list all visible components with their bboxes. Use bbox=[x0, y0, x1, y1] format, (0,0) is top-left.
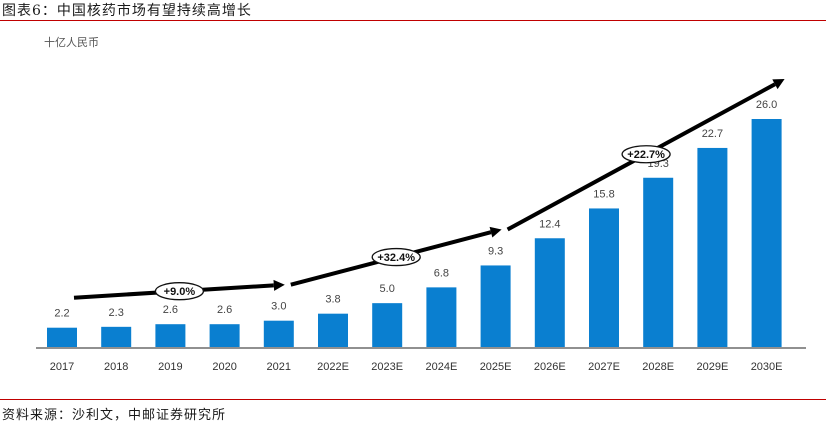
source-note: 资料来源：沙利文，中邮证券研究所 bbox=[2, 408, 227, 423]
bottom-rule bbox=[0, 399, 826, 400]
value-label-2020: 2.6 bbox=[217, 304, 232, 316]
bar-2025E bbox=[480, 265, 511, 347]
value-label-2026E: 12.4 bbox=[539, 218, 560, 230]
x-tick-2021: 2021 bbox=[267, 361, 291, 373]
value-label-2025E: 9.3 bbox=[488, 245, 503, 257]
x-tick-2030E: 2030E bbox=[751, 361, 783, 373]
value-label-2021: 3.0 bbox=[271, 301, 286, 313]
growth-label-1: +9.0% bbox=[164, 286, 196, 298]
value-label-2024E: 6.8 bbox=[434, 267, 449, 279]
bar-2021 bbox=[263, 320, 294, 347]
unit-label: 十亿人民币 bbox=[44, 35, 99, 49]
bar-2026E bbox=[534, 238, 565, 347]
bar-2029E bbox=[697, 147, 728, 347]
x-tick-2020: 2020 bbox=[212, 361, 236, 373]
x-tick-2029E: 2029E bbox=[696, 361, 728, 373]
x-tick-2026E: 2026E bbox=[534, 361, 566, 373]
bar-2019 bbox=[155, 324, 186, 347]
bar-2017 bbox=[47, 327, 77, 347]
growth-badge-3 bbox=[621, 145, 671, 164]
bar-2023E bbox=[372, 303, 403, 347]
growth-label-2: +32.4% bbox=[377, 252, 415, 264]
x-tick-2024E: 2024E bbox=[425, 361, 457, 373]
tick-labels-group: 2017 2018 2019 2020 2021 2022E 2023E 2024E 2025E… bbox=[50, 361, 783, 373]
bar-2018 bbox=[101, 326, 132, 347]
bar-chart: 十亿人民币 2.2 2.3 2.6 2.6 3.0 3.8 5.0 6.8 9.3 12.4 15.… bbox=[36, 35, 806, 373]
bar-2022E bbox=[318, 313, 348, 347]
value-label-2019: 2.6 bbox=[163, 304, 178, 316]
value-label-2030E: 26.0 bbox=[756, 99, 777, 111]
x-tick-2025E: 2025E bbox=[480, 361, 512, 373]
x-tick-2022E: 2022E bbox=[317, 361, 349, 373]
x-tick-2028E: 2028E bbox=[642, 361, 674, 373]
bar-2027E bbox=[589, 208, 619, 347]
growth-arrows-group: +9.0% +32.4% +22.7% bbox=[73, 79, 785, 301]
top-rule bbox=[0, 20, 826, 21]
value-label-2017: 2.2 bbox=[54, 308, 69, 320]
growth-arrow-head-3 bbox=[772, 79, 785, 90]
bars-group bbox=[47, 119, 782, 347]
bar-2024E bbox=[426, 287, 457, 347]
bar-2028E bbox=[643, 177, 674, 347]
x-tick-2019: 2019 bbox=[158, 361, 182, 373]
value-label-2018: 2.3 bbox=[109, 307, 124, 319]
bar-2030E bbox=[751, 119, 782, 347]
value-label-2029E: 22.7 bbox=[702, 128, 723, 140]
growth-arrow-head-1 bbox=[273, 279, 285, 291]
value-label-2023E: 5.0 bbox=[380, 283, 395, 295]
growth-badge-2 bbox=[371, 247, 421, 267]
figure-title: 图表6：中国核药市场有望持续高增长 bbox=[2, 3, 252, 19]
value-label-2027E: 15.8 bbox=[593, 188, 614, 200]
x-tick-2018: 2018 bbox=[104, 361, 128, 373]
value-labels-group: 2.2 2.3 2.6 2.6 3.03.85.06.89.312.415.819.32… bbox=[54, 99, 777, 320]
x-tick-2027E: 2027E bbox=[588, 361, 620, 373]
x-tick-2017: 2017 bbox=[50, 361, 74, 373]
growth-arrow-head-2 bbox=[489, 226, 502, 238]
value-label-2022E: 3.8 bbox=[325, 294, 340, 306]
bar-2020 bbox=[209, 324, 240, 347]
growth-badge-1 bbox=[154, 282, 205, 301]
x-tick-2023E: 2023E bbox=[371, 361, 403, 373]
growth-label-3: +22.7% bbox=[627, 149, 665, 161]
